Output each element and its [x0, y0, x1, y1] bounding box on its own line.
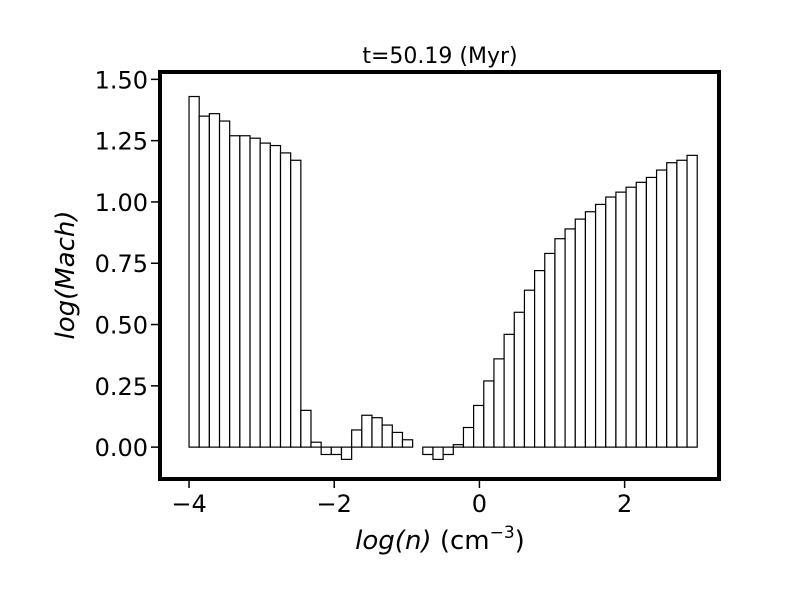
- histogram-bar: [533, 270, 546, 448]
- histogram-bar: [473, 404, 485, 448]
- histogram-bar: [645, 176, 658, 448]
- histogram-bar: [391, 431, 404, 448]
- histogram-bar: [401, 439, 414, 448]
- histogram-bar: [422, 446, 434, 456]
- y-axis-label: log(Mach): [51, 210, 81, 339]
- y-tick-label: 1.50: [95, 66, 148, 94]
- histogram-bar: [503, 333, 515, 448]
- histogram-bar: [615, 191, 627, 448]
- x-tick-label: 0: [472, 490, 487, 518]
- y-tick-label: 0.00: [95, 434, 148, 462]
- histogram-bar: [279, 152, 292, 448]
- histogram-bar: [208, 113, 221, 448]
- y-axis-ticks: 0.00 0.25 0.50 0.75 1.00 1.25 1.50: [95, 66, 158, 462]
- histogram-bar: [269, 144, 282, 448]
- x-axis-label-close: ): [515, 526, 525, 556]
- histogram-bar: [249, 137, 261, 448]
- histogram-bar: [574, 218, 587, 448]
- plot-frame: [158, 70, 721, 481]
- x-tick-label: −2: [317, 490, 352, 518]
- histogram-bar: [483, 380, 495, 448]
- x-axis-label-variable: log(n): [355, 526, 431, 556]
- y-tick-label: 1.00: [95, 189, 148, 217]
- histogram-bar: [554, 238, 566, 448]
- histogram-bar: [462, 426, 475, 448]
- histogram-bar: [655, 169, 668, 448]
- x-axis-ticks: −4 −2 0 2: [171, 481, 632, 518]
- histogram-bar: [676, 159, 688, 448]
- bars-layer: [188, 95, 698, 460]
- y-tick-label: 0.75: [95, 250, 148, 278]
- histogram-bar: [371, 417, 383, 448]
- histogram-bar: [188, 95, 200, 448]
- histogram-bar: [351, 429, 363, 448]
- histogram-bar: [340, 446, 353, 460]
- histogram-bar: [493, 358, 505, 448]
- chart-title: t=50.19 (Myr): [362, 44, 517, 69]
- histogram-bar: [239, 135, 251, 448]
- histogram-bar: [594, 203, 607, 448]
- histogram-bar: [361, 414, 373, 448]
- y-tick-label: 0.25: [95, 373, 148, 401]
- histogram-bar: [666, 162, 678, 448]
- histogram-bar: [320, 446, 332, 456]
- y-tick-label: 1.25: [95, 128, 148, 156]
- x-axis-label: log(n) (cm−3): [355, 523, 525, 556]
- histogram-bar: [544, 252, 556, 448]
- histogram-bar: [330, 446, 343, 456]
- x-tick-label: 2: [617, 490, 632, 518]
- histogram-bar: [513, 311, 526, 448]
- histogram-bar: [452, 444, 465, 448]
- x-axis-label-unit: (cm: [440, 526, 490, 556]
- histogram-bar: [523, 289, 536, 448]
- histogram-bar: [259, 142, 271, 448]
- histogram-bar: [625, 186, 637, 448]
- histogram-bar: [300, 409, 312, 448]
- histogram-bar: [218, 120, 231, 448]
- histogram-bar: [584, 211, 597, 448]
- histogram-bar: [381, 424, 393, 448]
- histogram-bar: [310, 441, 322, 448]
- histogram-bar: [686, 154, 698, 448]
- histogram-bar: [290, 159, 302, 448]
- histogram-bar: [432, 446, 444, 460]
- x-axis-label-exponent: −3: [490, 523, 515, 543]
- x-tick-label: −4: [171, 490, 206, 518]
- histogram-bar: [635, 181, 647, 448]
- histogram-bar: [198, 115, 210, 448]
- histogram-bar: [442, 446, 454, 456]
- y-tick-label: 0.50: [95, 312, 148, 340]
- histogram-bar: [229, 135, 241, 448]
- histogram-bar: [605, 196, 617, 448]
- histogram-bar: [564, 228, 576, 448]
